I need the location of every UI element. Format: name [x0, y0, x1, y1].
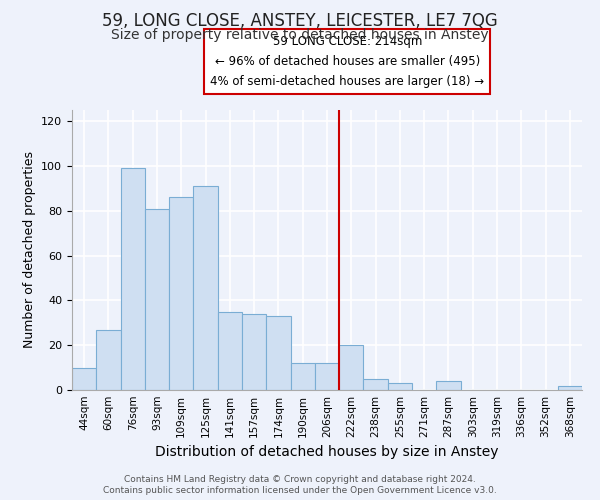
- Bar: [364, 379, 388, 390]
- Bar: [436, 381, 461, 390]
- Bar: [121, 168, 145, 390]
- Bar: [388, 384, 412, 390]
- Bar: [169, 198, 193, 390]
- Y-axis label: Number of detached properties: Number of detached properties: [23, 152, 35, 348]
- Text: 59 LONG CLOSE: 214sqm
← 96% of detached houses are smaller (495)
4% of semi-deta: 59 LONG CLOSE: 214sqm ← 96% of detached …: [211, 34, 484, 88]
- X-axis label: Distribution of detached houses by size in Anstey: Distribution of detached houses by size …: [155, 446, 499, 460]
- Bar: [266, 316, 290, 390]
- Text: Contains HM Land Registry data © Crown copyright and database right 2024.: Contains HM Land Registry data © Crown c…: [124, 475, 476, 484]
- Bar: [242, 314, 266, 390]
- Bar: [218, 312, 242, 390]
- Text: Contains public sector information licensed under the Open Government Licence v3: Contains public sector information licen…: [103, 486, 497, 495]
- Bar: [315, 363, 339, 390]
- Text: Size of property relative to detached houses in Anstey: Size of property relative to detached ho…: [111, 28, 489, 42]
- Bar: [145, 208, 169, 390]
- Bar: [339, 345, 364, 390]
- Bar: [290, 363, 315, 390]
- Text: 59, LONG CLOSE, ANSTEY, LEICESTER, LE7 7QG: 59, LONG CLOSE, ANSTEY, LEICESTER, LE7 7…: [102, 12, 498, 30]
- Bar: [72, 368, 96, 390]
- Bar: [558, 386, 582, 390]
- Bar: [193, 186, 218, 390]
- Bar: [96, 330, 121, 390]
